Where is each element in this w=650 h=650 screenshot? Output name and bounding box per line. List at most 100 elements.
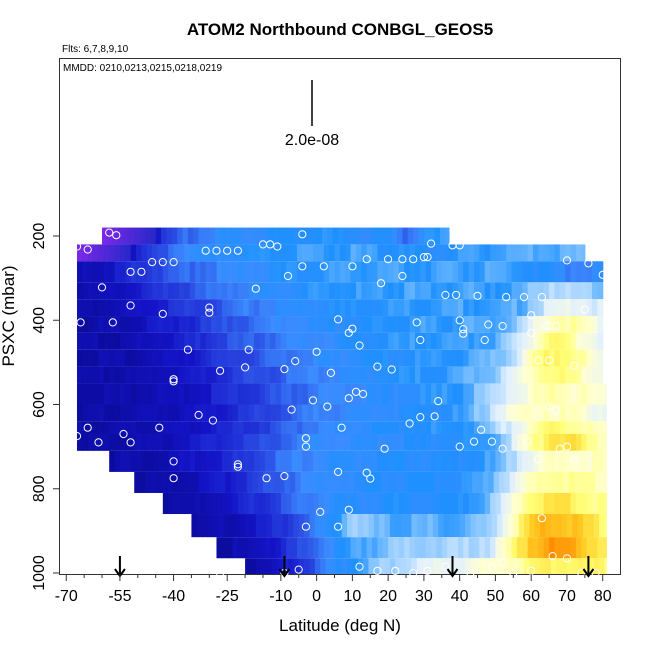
sample-point bbox=[348, 262, 357, 271]
sample-point bbox=[194, 410, 203, 420]
heat-cell bbox=[531, 471, 538, 493]
heat-cell bbox=[495, 332, 502, 350]
heat-cell bbox=[286, 316, 293, 333]
heat-cell bbox=[323, 383, 330, 405]
heat-cell bbox=[409, 450, 416, 472]
x-tick-label: -55 bbox=[108, 588, 131, 605]
heat-cell bbox=[345, 349, 352, 367]
heat-cell bbox=[109, 450, 116, 472]
heat-cell bbox=[82, 404, 89, 422]
heat-cell bbox=[264, 492, 271, 515]
sample-point bbox=[283, 271, 293, 281]
heat-cell bbox=[270, 404, 277, 422]
heat-cell bbox=[118, 227, 125, 245]
heat-cell bbox=[211, 282, 218, 300]
heat-cell bbox=[184, 366, 191, 384]
heat-cell bbox=[468, 404, 475, 422]
flights-note: Flts: 6,7,8,9,10 bbox=[62, 44, 129, 55]
heat-cell bbox=[597, 433, 604, 451]
heat-cell bbox=[282, 558, 289, 574]
heat-cell bbox=[207, 514, 214, 538]
heat-cell bbox=[441, 349, 448, 367]
heat-cell bbox=[445, 227, 450, 245]
heat-cell bbox=[361, 383, 368, 405]
heat-cell bbox=[361, 366, 368, 384]
heat-cell bbox=[254, 261, 260, 283]
heat-cell bbox=[232, 421, 239, 434]
heat-cell bbox=[77, 282, 83, 300]
heat-cell bbox=[549, 244, 556, 262]
heat-cell bbox=[221, 299, 228, 317]
heat-cell bbox=[565, 349, 572, 367]
heat-cell bbox=[318, 316, 325, 333]
heat-cell bbox=[350, 261, 357, 283]
heat-cell bbox=[398, 450, 405, 472]
sample-point bbox=[459, 329, 468, 338]
heat-cell bbox=[173, 366, 180, 384]
heat-cell bbox=[237, 492, 244, 515]
heat-cell bbox=[477, 471, 484, 493]
heat-cell bbox=[586, 383, 593, 405]
y-tick-label: 800 bbox=[31, 475, 48, 502]
heat-cell bbox=[125, 433, 132, 451]
heat-cell bbox=[577, 558, 584, 574]
heat-cell bbox=[275, 492, 282, 515]
heat-cell bbox=[355, 433, 362, 451]
sample-point bbox=[562, 256, 572, 265]
heat-cell bbox=[168, 349, 175, 367]
heat-cell bbox=[178, 366, 185, 384]
heat-cell bbox=[313, 244, 319, 262]
heat-cell bbox=[527, 537, 534, 559]
heat-row bbox=[109, 450, 607, 472]
sample-point bbox=[487, 562, 496, 571]
heat-cell bbox=[416, 558, 423, 574]
heat-cell bbox=[223, 514, 230, 538]
heat-cell bbox=[114, 261, 121, 283]
heat-cell bbox=[581, 366, 588, 384]
heat-cell bbox=[452, 433, 459, 451]
heat-cell bbox=[436, 299, 443, 317]
heat-cell bbox=[314, 558, 321, 574]
heat-row bbox=[134, 471, 607, 493]
heat-cell bbox=[184, 299, 191, 317]
heat-cell bbox=[254, 492, 260, 515]
heat-cell bbox=[586, 332, 593, 350]
heat-cell bbox=[559, 261, 566, 283]
heat-cell bbox=[506, 316, 513, 333]
heat-cell bbox=[355, 421, 362, 434]
heat-cell bbox=[345, 299, 352, 317]
heat-cell bbox=[527, 299, 534, 317]
heat-cell bbox=[119, 383, 126, 405]
heat-cell bbox=[414, 316, 421, 333]
heat-cell bbox=[354, 471, 361, 493]
heat-cell bbox=[574, 471, 581, 493]
heat-cell bbox=[436, 404, 443, 422]
heat-cell bbox=[323, 244, 330, 262]
sample-point bbox=[405, 419, 414, 428]
heat-cell bbox=[119, 244, 126, 262]
heat-cell bbox=[366, 332, 373, 350]
heat-cell bbox=[583, 514, 590, 538]
heat-cell bbox=[93, 383, 100, 405]
sample-point bbox=[552, 322, 561, 331]
heat-cell bbox=[468, 316, 475, 333]
heat-cell bbox=[581, 282, 588, 300]
heat-cell bbox=[205, 261, 212, 283]
heat-cell bbox=[171, 227, 178, 245]
sample-point bbox=[527, 328, 536, 337]
heat-cell bbox=[109, 366, 116, 384]
heat-cell bbox=[363, 514, 370, 538]
heat-cell bbox=[296, 404, 303, 422]
heat-cell bbox=[386, 227, 393, 245]
heat-cell bbox=[575, 316, 582, 333]
heat-cell bbox=[361, 282, 368, 300]
heat-cell bbox=[502, 514, 509, 538]
heat-cell bbox=[184, 349, 191, 367]
heat-cell bbox=[377, 421, 384, 434]
heat-cell bbox=[146, 349, 153, 367]
heat-cell bbox=[429, 227, 436, 245]
heat-cell bbox=[205, 404, 212, 422]
heat-cell bbox=[87, 421, 94, 434]
heat-cell bbox=[318, 492, 325, 515]
heat-cell bbox=[602, 492, 607, 515]
